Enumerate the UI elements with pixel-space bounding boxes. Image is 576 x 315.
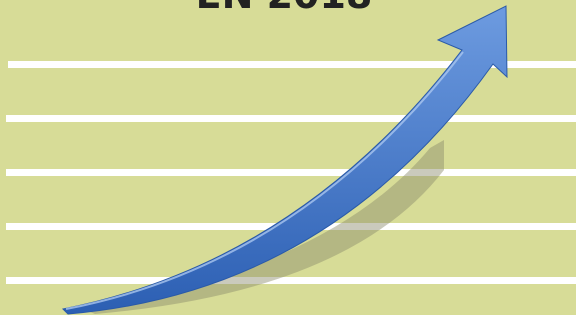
title: EN 2018 (196, 0, 373, 17)
illustration: EN 2018 (0, 0, 576, 315)
stripe (6, 169, 576, 176)
stripe (6, 115, 576, 122)
page: EN 2018 (() => { const data = JSON.parse… (0, 0, 576, 315)
stripe (6, 277, 576, 284)
